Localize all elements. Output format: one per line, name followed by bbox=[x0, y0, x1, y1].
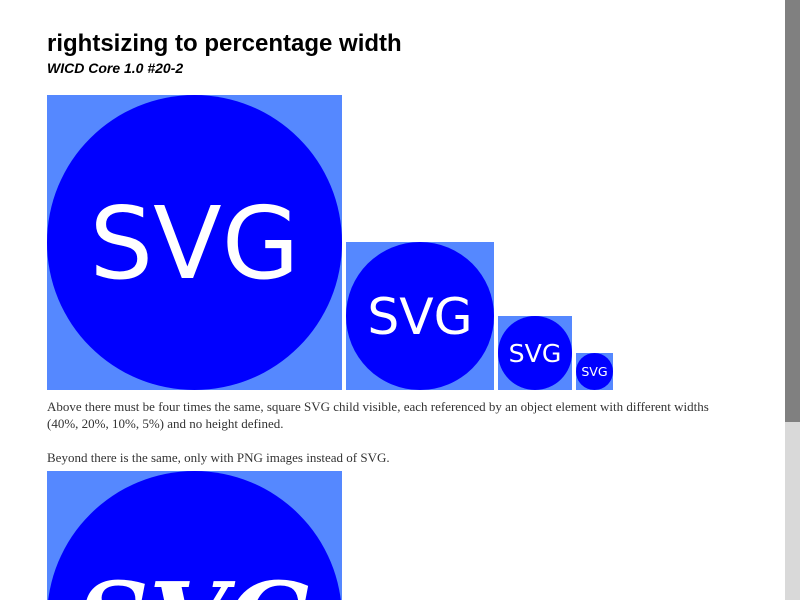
svg-label: SVG bbox=[581, 364, 607, 379]
scrollbar-thumb[interactable] bbox=[785, 0, 800, 422]
svg-label: SVG bbox=[367, 287, 472, 346]
svg-object-5-percent: SVG bbox=[576, 353, 613, 390]
description-paragraph: Above there must be four times the same,… bbox=[47, 399, 709, 431]
svg-label: SVG bbox=[509, 339, 562, 368]
svg-object-10-percent: SVG bbox=[498, 316, 572, 390]
svg-label: SVG bbox=[90, 185, 300, 302]
png-label: SVG bbox=[77, 560, 313, 600]
svg-object-20-percent: SVG bbox=[346, 242, 494, 390]
page-title: rightsizing to percentage width bbox=[47, 30, 402, 57]
png-intro-paragraph: Beyond there is the same, only with PNG … bbox=[47, 450, 390, 465]
page-subtitle: WICD Core 1.0 #20-2 bbox=[47, 60, 184, 76]
png-image-40-percent: SVG bbox=[47, 471, 342, 600]
svg-object-40-percent: SVG bbox=[47, 95, 342, 390]
